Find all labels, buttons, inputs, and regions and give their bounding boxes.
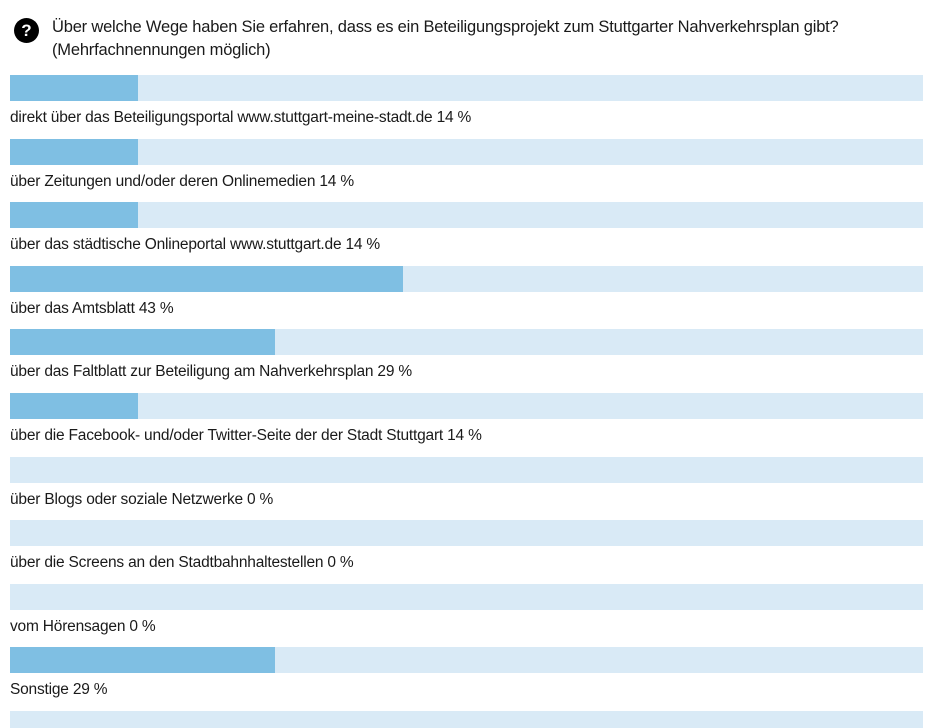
bar-row: vom Hörensagen 0 % xyxy=(10,583,923,635)
bar-label: über das städtische Onlineportal www.stu… xyxy=(10,236,381,254)
chart-question: Über welche Wege haben Sie erfahren, das… xyxy=(52,18,839,36)
chart-title-block: Über welche Wege haben Sie erfahren, das… xyxy=(52,16,839,62)
bar-row: über Blogs oder soziale Netzwerke 0 % xyxy=(10,456,923,508)
bar-row: über Zeitungen und/oder deren Onlinemedi… xyxy=(10,138,923,190)
question-mark-icon: ? xyxy=(14,18,39,43)
bar-chart: direkt über das Beteiligungsportal www.s… xyxy=(10,75,923,728)
bar-fill xyxy=(10,75,138,101)
bar-track xyxy=(10,329,923,356)
bar-row: über das Amtsblatt 43 % xyxy=(10,265,923,317)
bar-track xyxy=(10,456,923,483)
bar-label: Sonstige 29 % xyxy=(10,681,108,699)
bar-label: über Blogs oder soziale Netzwerke 0 % xyxy=(10,490,274,508)
bar-row: über die Screens an den Stadtbahnhaltest… xyxy=(10,520,923,571)
bar-fill xyxy=(10,138,138,165)
bar-track xyxy=(10,647,923,674)
bar-row: über die Facebook- und/oder Twitter-Seit… xyxy=(10,392,923,444)
bar-row: Sonstige 29 % xyxy=(10,647,923,698)
bar-track xyxy=(10,392,923,419)
bar-track xyxy=(10,583,923,610)
bar-row: direkt über das Beteiligungsportal www.s… xyxy=(10,75,923,126)
bar-track xyxy=(10,202,923,229)
bar-fill xyxy=(10,647,275,674)
chart-header: ? Über welche Wege haben Sie erfahren, d… xyxy=(0,0,935,62)
bar-track xyxy=(10,138,923,165)
bar-label: über die Facebook- und/oder Twitter-Seit… xyxy=(10,426,482,444)
bar-track xyxy=(10,520,923,547)
bar-fill xyxy=(10,392,138,419)
bar-track xyxy=(10,265,923,292)
bar-fill xyxy=(10,265,403,292)
bar-track xyxy=(10,75,923,101)
bar-label: über das Faltblatt zur Beteiligung am Na… xyxy=(10,363,412,381)
bar-label: vom Hörensagen 0 % xyxy=(10,617,156,635)
bar-label: über das Amtsblatt 43 % xyxy=(10,299,174,317)
bar-label: über Zeitungen und/oder deren Onlinemedi… xyxy=(10,172,354,190)
bar-row: über das Faltblatt zur Beteiligung am Na… xyxy=(10,329,923,380)
chart-note: (Mehrfachnennungen möglich) xyxy=(52,41,271,59)
bar-fill xyxy=(10,202,138,229)
bar-label: direkt über das Beteiligungsportal www.s… xyxy=(10,109,472,126)
partial-bar-track xyxy=(10,710,923,728)
bar-label: über die Screens an den Stadtbahnhaltest… xyxy=(10,554,354,572)
bar-row: über das städtische Onlineportal www.stu… xyxy=(10,202,923,253)
bar-fill xyxy=(10,329,275,356)
